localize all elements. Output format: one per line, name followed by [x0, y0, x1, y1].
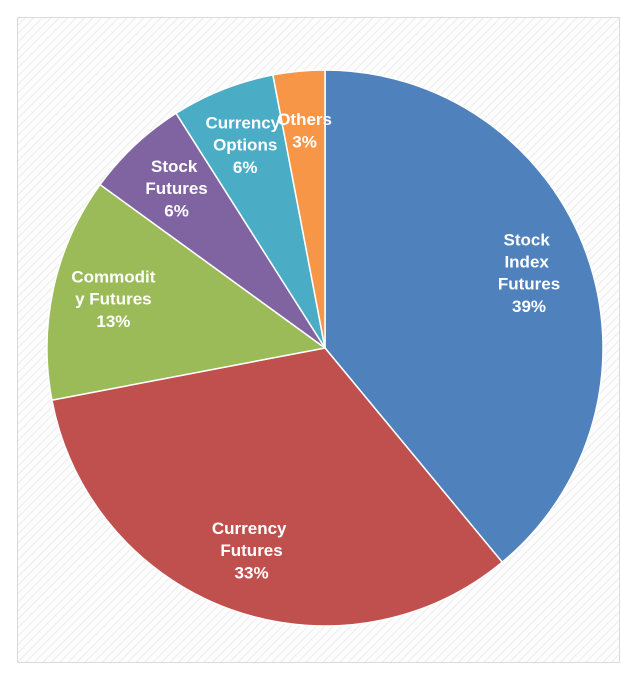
slices — [46, 69, 604, 627]
slice-value-label: 13% — [96, 312, 130, 331]
pie-slice — [324, 69, 604, 564]
pie-slice — [46, 183, 327, 401]
slice-category-label: Stock Futures — [145, 157, 207, 198]
slice-category-label: Others — [277, 111, 332, 130]
pie-slice — [272, 69, 326, 349]
slice-value-label: 6% — [164, 201, 189, 220]
slice-category-label: Currency Options — [205, 114, 284, 155]
slice-value-label: 6% — [233, 158, 258, 177]
slice-category-label: Commodit y Futures — [71, 268, 155, 309]
slice-value-label: 3% — [292, 133, 317, 152]
slice-value-label: 39% — [512, 297, 546, 316]
slice-category-label: Stock Index Futures — [498, 231, 560, 294]
slice-value-label: 33% — [235, 564, 269, 583]
labels: Stock Index Futures 39% Currency Futures 33… — [71, 111, 560, 583]
pie-slice — [51, 347, 504, 627]
slice-category-label: Currency Futures — [212, 520, 291, 561]
